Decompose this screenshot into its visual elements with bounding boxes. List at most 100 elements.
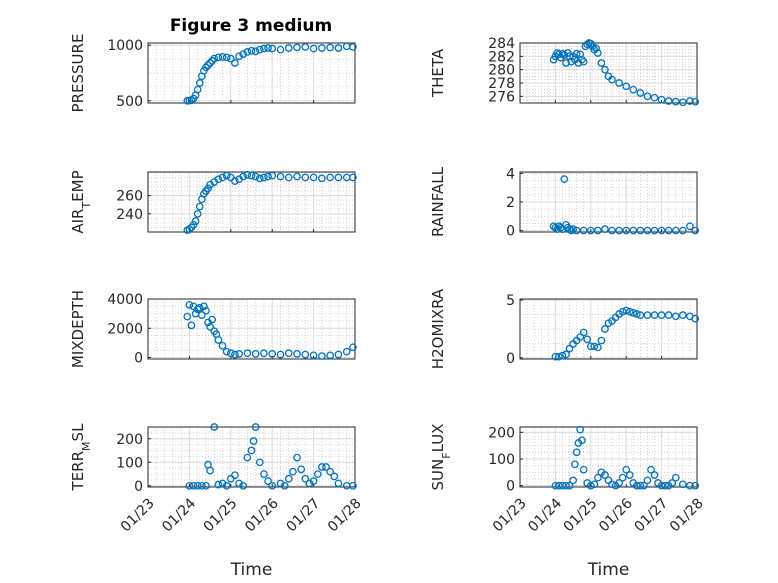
data-point	[202, 63, 210, 72]
data-point	[594, 473, 602, 482]
data-point	[202, 481, 210, 490]
data-point	[195, 303, 204, 312]
data-point	[322, 463, 330, 471]
x-tick-label: 01/26	[596, 495, 636, 535]
data-point	[247, 46, 256, 55]
data-point	[678, 311, 687, 320]
data-point	[661, 481, 669, 490]
data-point	[625, 307, 634, 316]
data-point	[671, 97, 680, 106]
x-tick-label: 01/28	[325, 495, 365, 535]
data-point	[551, 481, 560, 490]
data-point	[643, 92, 652, 101]
data-point	[243, 453, 252, 462]
x-tick-label: 01/26	[242, 495, 282, 535]
data-point	[668, 479, 677, 487]
axes-background	[148, 43, 355, 103]
data-point	[313, 470, 322, 478]
data-point	[264, 477, 272, 485]
data-point	[640, 481, 648, 490]
y-tick-label: 200	[116, 432, 143, 448]
data-point	[586, 226, 595, 235]
data-point	[657, 311, 666, 320]
data-point	[562, 59, 570, 67]
data-point	[618, 473, 627, 482]
data-point	[586, 481, 595, 490]
data-point	[555, 481, 563, 490]
y-tick-label: 260	[116, 189, 143, 205]
axes-background	[148, 299, 355, 359]
data-point	[592, 44, 600, 53]
y-tick-label: 278	[488, 76, 515, 92]
data-point	[293, 43, 301, 52]
axes-box	[519, 298, 698, 360]
data-point	[183, 312, 192, 321]
data-point	[632, 310, 641, 318]
data-point	[555, 352, 563, 361]
data-point	[210, 423, 219, 431]
data-point	[334, 173, 343, 182]
data-point	[243, 349, 252, 357]
data-point	[615, 479, 623, 487]
data-point	[231, 59, 239, 67]
data-point	[255, 45, 264, 54]
data-point	[650, 471, 659, 479]
data-point	[601, 471, 609, 479]
data-point	[309, 173, 318, 182]
data-point	[200, 302, 208, 311]
data-point	[586, 342, 595, 351]
data-point	[597, 336, 606, 345]
data-point	[657, 226, 666, 235]
data-point	[280, 481, 289, 490]
data-point	[247, 446, 256, 455]
data-point	[629, 308, 638, 317]
y-tick-label: 0	[134, 479, 143, 495]
axes-background	[148, 172, 355, 232]
data-point	[309, 44, 318, 53]
data-point	[231, 471, 239, 480]
data-point	[657, 481, 666, 490]
data-point	[301, 474, 310, 483]
data-point	[214, 480, 223, 489]
data-point	[678, 480, 687, 489]
y-axis-label: TERRMSL	[69, 423, 93, 492]
data-point	[636, 89, 645, 97]
data-point	[260, 349, 268, 357]
data-point	[625, 471, 634, 479]
data-point	[255, 174, 264, 183]
data-point	[243, 48, 252, 56]
data-point	[569, 476, 577, 485]
data-point	[551, 352, 560, 361]
data-point	[601, 65, 609, 74]
y-tick-label: 100	[116, 455, 143, 471]
x-tick-label: 01/24	[159, 495, 199, 535]
data-point	[226, 54, 235, 63]
data-point	[318, 174, 326, 183]
data-point	[231, 177, 239, 185]
data-point	[636, 226, 645, 235]
data-point	[579, 57, 588, 66]
data-point	[326, 467, 335, 476]
data-point	[664, 311, 673, 320]
data-point	[268, 171, 277, 180]
axes-box	[147, 426, 356, 488]
data-point	[195, 202, 204, 211]
data-point	[206, 322, 214, 331]
data-point	[222, 171, 231, 180]
data-point	[551, 223, 560, 232]
data-point	[318, 44, 326, 52]
y-axis-label: H2OMIXRA	[429, 288, 447, 369]
data-point	[235, 350, 243, 358]
data-point	[579, 328, 588, 337]
data-point	[622, 226, 631, 235]
data-point	[618, 307, 627, 316]
data-point	[251, 172, 260, 181]
data-point	[202, 306, 210, 315]
data-point	[334, 44, 343, 52]
data-point	[191, 217, 200, 225]
data-point	[214, 336, 223, 344]
data-point	[239, 172, 248, 181]
data-point	[276, 172, 285, 181]
data-point	[249, 437, 258, 445]
data-point	[226, 349, 235, 357]
